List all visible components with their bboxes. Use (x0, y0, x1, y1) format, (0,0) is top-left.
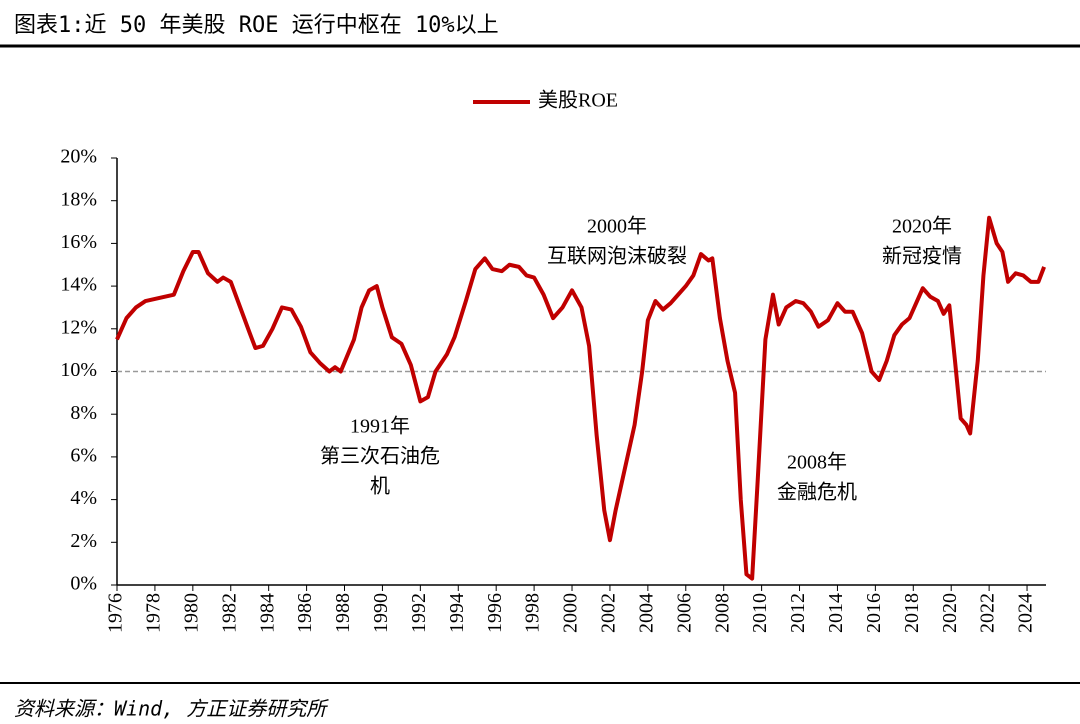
x-tick-label: 2022 (977, 593, 999, 633)
annotation: 金融危机 (777, 481, 857, 504)
y-tick-label: 2% (70, 530, 97, 552)
x-tick-label: 1992 (408, 593, 430, 633)
x-tick-label: 1984 (256, 593, 278, 633)
annotation: 互联网泡沫破裂 (547, 245, 687, 268)
annotation: 2000年 (587, 215, 647, 238)
x-tick-label: 1994 (446, 593, 468, 633)
x-tick-label: 1976 (105, 593, 127, 633)
y-tick-label: 14% (60, 274, 97, 296)
y-tick-label: 10% (60, 359, 97, 381)
x-tick-label: 2014 (825, 593, 847, 633)
x-tick-label: 2012 (787, 593, 809, 633)
x-tick-label: 2002 (598, 593, 620, 633)
annotation: 第三次石油危 (320, 445, 440, 468)
x-tick-label: 2004 (635, 593, 657, 633)
annotation: 2008年 (787, 451, 847, 474)
x-tick-label: 1978 (143, 593, 165, 633)
x-tick-label: 2024 (1015, 593, 1037, 633)
legend-label: 美股ROE (538, 89, 618, 112)
y-tick-label: 20% (60, 146, 97, 168)
source-note: 资料来源：Wind, 方正证券研究所 (14, 697, 329, 721)
x-tick-label: 2010 (749, 593, 771, 633)
x-tick-label: 2016 (863, 593, 885, 633)
x-tick-label: 2000 (560, 593, 582, 633)
y-tick-label: 0% (70, 573, 97, 595)
y-tick-label: 18% (60, 188, 97, 210)
annotation: 1991年 (350, 415, 410, 438)
x-tick-label: 1986 (294, 593, 316, 633)
x-tick-label: 1980 (180, 593, 202, 633)
x-tick-label: 1988 (332, 593, 354, 633)
x-tick-label: 2008 (711, 593, 733, 633)
annotation: 新冠疫情 (882, 245, 962, 268)
x-tick-label: 2020 (939, 593, 961, 633)
x-tick-label: 1990 (370, 593, 392, 633)
y-tick-label: 8% (70, 402, 97, 424)
x-tick-label: 1982 (218, 593, 240, 633)
y-tick-label: 16% (60, 231, 97, 253)
data-line (115, 215, 1046, 581)
chart-title: 图表1:近 50 年美股 ROE 运行中枢在 10%以上 (14, 13, 499, 38)
x-tick-label: 2018 (901, 593, 923, 633)
x-tick-label: 1996 (484, 593, 506, 633)
annotation: 机 (370, 475, 390, 498)
y-tick-label: 4% (70, 487, 97, 509)
y-tick-label: 6% (70, 444, 97, 466)
x-tick-label: 1998 (522, 593, 544, 633)
x-tick-label: 2006 (673, 593, 695, 633)
annotation: 2020年 (892, 215, 952, 238)
y-tick-label: 12% (60, 316, 97, 338)
